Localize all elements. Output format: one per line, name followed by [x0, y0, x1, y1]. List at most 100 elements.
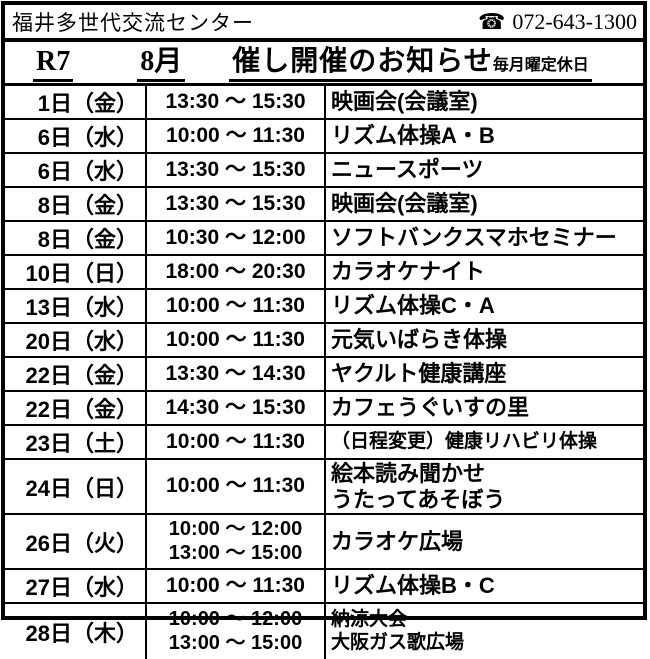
event-text: カラオケ広場 — [331, 528, 464, 554]
event-text: 絵本読み聞かせ — [331, 460, 486, 486]
event-text: リズム体操C・A — [331, 293, 495, 319]
schedule-row: 6日（水） 10:00 ～ 11:30 リズム体操A・B — [5, 120, 643, 154]
title-note: 毎月曜定休日 — [492, 57, 589, 75]
event-text: （日程変更）健康リハビリ体操 — [331, 430, 598, 452]
date-cell: 27日（水） — [25, 575, 138, 600]
schedule-row: 27日（水） 10:00 ～ 11:30 リズム体操B・C — [5, 570, 643, 604]
event-text: リズム体操A・B — [331, 123, 495, 149]
date-cell: 1日（金） — [37, 91, 138, 116]
date-cell: 6日（水） — [37, 159, 138, 184]
time-cell: 14:30 ～ 15:30 — [145, 392, 326, 424]
time-cell: 10:00 ～ 11:30 — [145, 120, 326, 152]
schedule-row: 6日（水） 13:30 ～ 15:30 ニュースポーツ — [5, 154, 643, 188]
event-text: ニュースポーツ — [331, 157, 484, 183]
time-text: 13:00 ～ 15:00 — [168, 631, 303, 654]
event-cell: 元気いばらき体操 — [326, 324, 643, 356]
time-cell: 10:00 ～ 11:30 — [145, 570, 326, 602]
title-row: R7 8月 催し開催のお知らせ毎月曜定休日 — [5, 42, 643, 86]
date-cell: 13日（水） — [25, 295, 138, 320]
time-text: 10:00 ～ 11:30 — [166, 474, 305, 498]
date-cell: 8日（金） — [37, 227, 138, 252]
facility-name: 福井多世代交流センター — [12, 11, 254, 35]
title-heading-text: 催し開催のお知らせ — [232, 46, 493, 78]
event-cell: カラオケナイト — [326, 256, 643, 288]
date-cell: 23日（土） — [25, 431, 138, 456]
time-cell: 10:30 ～ 12:00 — [145, 222, 326, 254]
event-text: カフェうぐいすの里 — [331, 395, 530, 421]
phone-number: 072-643-1300 — [512, 8, 637, 34]
schedule-row: 26日（火） 10:00 ～ 12:00 13:00 ～ 15:00 カラオケ広場 — [5, 515, 643, 570]
time-text: 13:30 ～ 14:30 — [165, 361, 306, 385]
schedule-row: 1日（金） 13:30 ～ 15:30 映画会(会議室) — [5, 86, 643, 120]
time-cell: 13:30 ～ 15:30 — [145, 188, 326, 220]
time-text: 10:00 ～ 11:30 — [166, 573, 305, 597]
time-text: 10:00 ～ 11:30 — [166, 123, 305, 147]
event-cell: ヤクルト健康講座 — [326, 358, 643, 390]
time-text: 13:30 ～ 15:30 — [165, 89, 306, 113]
schedule-row: 8日（金） 13:30 ～ 15:30 映画会(会議室) — [5, 188, 643, 222]
time-cell: 10:00 ～ 12:00 13:00 ～ 15:00 — [145, 515, 326, 568]
title-month: 8月 — [137, 46, 186, 82]
date-cell: 26日（火） — [25, 530, 138, 556]
schedule-row: 22日（金） 13:30 ～ 14:30 ヤクルト健康講座 — [5, 358, 643, 392]
schedule-row: 23日（土） 10:00 ～ 11:30 （日程変更）健康リハビリ体操 — [5, 426, 643, 460]
date-cell: 8日（金） — [37, 193, 138, 218]
time-text: 10:00 ～ 12:00 — [168, 517, 303, 540]
schedule-row: 20日（水） 10:00 ～ 11:30 元気いばらき体操 — [5, 324, 643, 358]
event-cell: 映画会(会議室) — [326, 86, 643, 118]
event-text: 映画会(会議室) — [331, 191, 478, 217]
schedule-row: 24日（日） 10:00 ～ 11:30 絵本読み聞かせ うたってあそぼう — [5, 460, 643, 515]
date-cell: 22日（金） — [25, 363, 138, 388]
event-text: ヤクルト健康講座 — [331, 361, 507, 387]
time-cell: 13:30 ～ 15:30 — [145, 154, 326, 186]
time-text: 13:00 ～ 15:00 — [168, 541, 303, 564]
event-text: 元気いばらき体操 — [331, 327, 508, 353]
schedule-row: 10日（日） 18:00 ～ 20:30 カラオケナイト — [5, 256, 643, 290]
date-cell: 22日（金） — [25, 397, 138, 422]
event-text: 納涼大会 — [331, 609, 408, 631]
event-text: うたってあそぼう — [331, 486, 506, 512]
time-cell: 10:00 ～ 12:00 13:00 ～ 15:00 — [145, 604, 326, 659]
phone-block: ☎ 072-643-1300 — [478, 9, 637, 35]
time-text: 13:30 ～ 15:30 — [165, 157, 306, 181]
schedule-row: 13日（水） 10:00 ～ 11:30 リズム体操C・A — [5, 290, 643, 324]
date-cell: 28日（木） — [25, 620, 138, 646]
time-text: 10:00 ～ 11:30 — [166, 327, 305, 351]
schedule-row: 22日（金） 14:30 ～ 15:30 カフェうぐいすの里 — [5, 392, 643, 426]
event-cell: リズム体操A・B — [326, 120, 643, 152]
event-cell: （日程変更）健康リハビリ体操 — [326, 426, 643, 458]
title-heading: 催し開催のお知らせ毎月曜定休日 — [229, 46, 592, 82]
event-cell: リズム体操C・A — [326, 290, 643, 322]
time-text: 18:00 ～ 20:30 — [165, 259, 306, 283]
event-cell: ニュースポーツ — [326, 154, 643, 186]
event-text: 映画会(会議室) — [331, 89, 478, 115]
event-text: ソフトバンクスマホセミナー — [331, 225, 617, 251]
event-cell: リズム体操B・C — [326, 570, 643, 602]
date-cell: 24日（日） — [25, 475, 138, 501]
title-era: R7 — [33, 46, 74, 82]
event-cell: 映画会(会議室) — [326, 188, 643, 220]
telephone-icon: ☎ — [477, 8, 506, 34]
time-text: 14:30 ～ 15:30 — [165, 395, 306, 419]
time-cell: 10:00 ～ 11:30 — [145, 460, 326, 513]
time-cell: 13:30 ～ 15:30 — [145, 86, 326, 118]
time-cell: 10:00 ～ 11:30 — [145, 290, 326, 322]
event-cell: ソフトバンクスマホセミナー — [326, 222, 643, 254]
time-text: 10:00 ～ 11:30 — [166, 429, 305, 453]
date-cell: 20日（水） — [25, 329, 138, 354]
schedule-row: 28日（木） 10:00 ～ 12:00 13:00 ～ 15:00 納涼大会 大阪… — [5, 604, 643, 659]
time-text: 13:30 ～ 15:30 — [165, 191, 306, 215]
top-header: 福井多世代交流センター ☎ 072-643-1300 — [5, 5, 643, 42]
schedule-row: 8日（金） 10:30 ～ 12:00 ソフトバンクスマホセミナー — [5, 222, 643, 256]
date-cell: 10日（日） — [25, 261, 138, 286]
event-text: リズム体操B・C — [331, 573, 495, 599]
event-text: カラオケナイト — [331, 259, 486, 285]
event-cell: カフェうぐいすの里 — [326, 392, 643, 424]
time-text: 10:00 ～ 12:00 — [168, 607, 303, 630]
date-cell: 6日（水） — [37, 125, 138, 150]
time-text: 10:30 ～ 12:00 — [165, 225, 306, 249]
event-cell: 絵本読み聞かせ うたってあそぼう — [326, 460, 643, 513]
time-cell: 18:00 ～ 20:30 — [145, 256, 326, 288]
event-cell: カラオケ広場 — [326, 515, 643, 568]
